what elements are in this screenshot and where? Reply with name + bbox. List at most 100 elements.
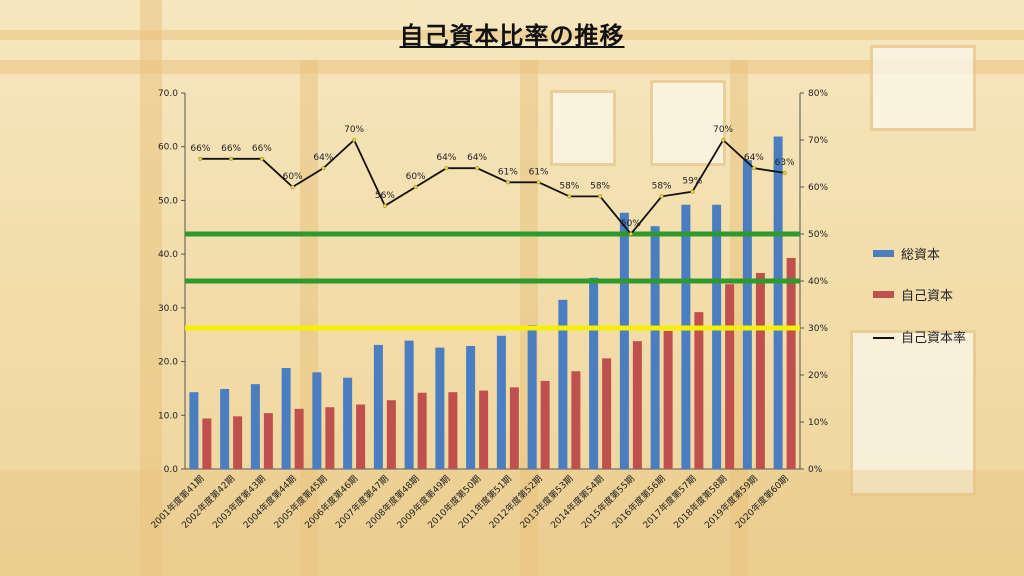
equity-ratio-point [229, 156, 234, 161]
equity-ratio-point [475, 166, 480, 171]
left-tick-label: 60.0 [158, 143, 178, 153]
legend-label: 自己資本 [901, 289, 953, 304]
equity-ratio-label: 56% [375, 191, 395, 201]
equity-ratio-label: 64% [467, 153, 487, 163]
legend-swatch [873, 291, 894, 298]
total-capital-bar [435, 347, 445, 469]
total-capital-bar [619, 212, 629, 470]
equity-ratio-point [382, 203, 387, 208]
equity-bar [755, 272, 765, 469]
x-category-label: 2016年度第56期 [610, 473, 668, 531]
equity-ratio-label: 64% [744, 153, 764, 163]
equity-ratio-point [628, 231, 633, 237]
total-capital-bar [681, 204, 691, 469]
total-capital-bar [742, 160, 752, 469]
total-capital-bar [589, 277, 599, 469]
equity-ratio-point [290, 184, 295, 190]
total-capital-bar [650, 226, 660, 469]
x-category-label: 2012年度第52期 [487, 473, 545, 531]
equity-bar [509, 387, 519, 469]
x-category-label: 2007年度第47期 [333, 473, 391, 531]
total-capital-bar [373, 344, 383, 469]
equity-bar [571, 371, 581, 469]
x-category-label: 2011年度第51期 [456, 473, 514, 531]
equity-bar [356, 404, 366, 469]
equity-ratio-point [690, 189, 695, 194]
equity-ratio-point [598, 194, 603, 199]
equity-bar [263, 413, 273, 469]
x-category-label: 2001年度第41期 [148, 473, 206, 531]
page-title: 自己資本比率の推移 [399, 22, 625, 50]
equity-bar [202, 418, 212, 469]
left-tick-label: 70.0 [158, 89, 178, 99]
equity-bar [448, 392, 458, 469]
total-capital-bar [250, 384, 260, 469]
x-category-label: 2019年度第59期 [702, 473, 760, 531]
equity-ratio-point [198, 156, 203, 161]
equity-ratio-label: 70% [713, 125, 733, 135]
x-category-label: 2002年度第42期 [179, 473, 237, 531]
equity-bar [663, 330, 673, 469]
equity-ratio-label: 59% [682, 177, 702, 187]
total-capital-bar [558, 299, 568, 469]
total-capital-bar [773, 136, 783, 469]
x-category-label: 2014年度第54期 [548, 473, 606, 531]
right-tick-label: 10% [808, 418, 828, 428]
x-category-label: 2008年度第48期 [364, 473, 422, 531]
right-tick-label: 20% [808, 371, 828, 381]
equity-ratio-point [505, 180, 510, 185]
total-capital-bar [343, 377, 353, 469]
right-tick-label: 30% [808, 324, 828, 334]
legend-label: 自己資本率 [901, 330, 966, 346]
equity-bar [233, 416, 243, 469]
right-tick-label: 40% [808, 277, 828, 287]
equity-ratio-point [321, 166, 326, 171]
equity-bar [540, 380, 550, 469]
total-capital-bar [312, 372, 322, 469]
equity-bar [386, 400, 396, 469]
equity-bar [786, 257, 796, 469]
equity-bar [632, 341, 642, 469]
total-capital-bar [712, 204, 722, 469]
left-tick-label: 30.0 [158, 304, 178, 314]
x-category-label: 2018年度第58期 [671, 473, 729, 531]
x-category-label: 2015年度第55期 [579, 473, 637, 531]
equity-ratio-label: 70% [344, 125, 364, 135]
equity-ratio-label: 66% [252, 144, 272, 154]
equity-ratio-label: 64% [436, 153, 456, 163]
equity-ratio-label: 61% [529, 167, 549, 177]
equity-ratio-point [567, 194, 572, 199]
x-category-label: 2005年度第45期 [271, 473, 329, 531]
left-tick-label: 40.0 [158, 250, 178, 260]
equity-ratio-point [352, 137, 357, 143]
equity-bar [725, 284, 735, 469]
equity-bar [694, 312, 704, 469]
equity-ratio-point [413, 184, 418, 190]
equity-ratio-point [751, 166, 756, 171]
equity-ratio-label: 63% [775, 158, 795, 168]
total-capital-bar [527, 325, 537, 469]
equity-ratio-label: 60% [406, 172, 426, 182]
equity-ratio-label: 61% [498, 167, 518, 177]
x-category-label: 2009年度第49期 [394, 473, 452, 531]
x-category-label: 2010年度第50期 [425, 473, 483, 531]
equity-bar [325, 407, 335, 469]
right-tick-label: 60% [808, 183, 828, 193]
equity-ratio-label: 58% [590, 181, 610, 191]
left-tick-label: 0.0 [164, 465, 179, 475]
left-tick-label: 20.0 [158, 358, 178, 368]
x-category-label: 2006年度第46期 [302, 473, 360, 531]
equity-bar [417, 392, 427, 469]
total-capital-bar [496, 335, 506, 469]
right-tick-label: 70% [808, 136, 828, 146]
x-category-label: 2017年度第57期 [640, 473, 698, 531]
equity-bar [479, 390, 489, 469]
total-capital-bar [404, 340, 414, 469]
equity-ratio-point [259, 156, 264, 161]
total-capital-bar [466, 345, 476, 469]
total-capital-bar [220, 388, 230, 469]
equity-ratio-label: 66% [190, 144, 210, 154]
equity-ratio-point [444, 166, 449, 171]
